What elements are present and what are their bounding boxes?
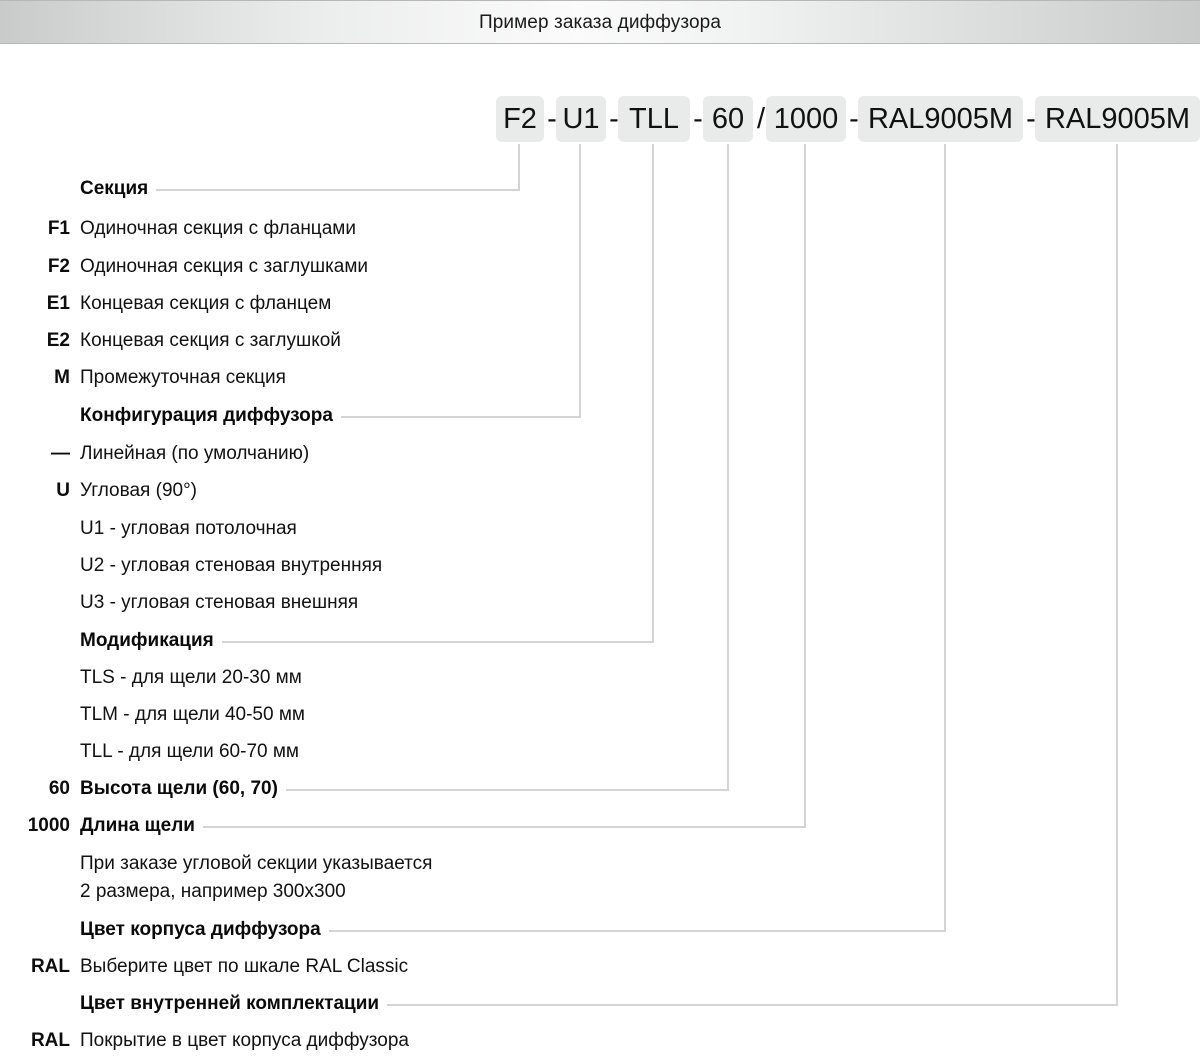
order-code-chip[interactable]: 60 <box>703 96 753 142</box>
legend-row-text: Одиночная секция с фланцами <box>80 218 356 239</box>
legend-row: TLS - для щели 20-30 мм <box>0 663 1200 693</box>
legend-row: U1 - угловая потолочная <box>0 514 1200 544</box>
connector-horizontal <box>387 1004 1117 1006</box>
legend-section-heading: Цвет корпуса диффузора <box>80 919 321 940</box>
legend-row: RAL Покрытие в цвет корпуса диффузора <box>0 1026 1200 1056</box>
order-code-separator: - <box>1026 103 1036 135</box>
connector-horizontal <box>340 416 580 418</box>
order-code-separator: / <box>756 103 766 135</box>
legend-section-heading: Высота щели (60, 70) <box>80 778 278 799</box>
legend-row: E2 Концевая секция с заглушкой <box>0 326 1200 356</box>
legend-row-text: Одиночная секция с заглушками <box>80 256 369 277</box>
legend-section-heading: Конфигурация диффузора <box>80 405 333 426</box>
legend-row-text: TLS - для щели 20-30 мм <box>80 667 302 688</box>
connector-horizontal <box>285 789 728 791</box>
legend-row-code: E2 <box>46 330 70 351</box>
legend-row: Цвет корпуса диффузора <box>0 915 1200 945</box>
legend-row-text: Линейная (по умолчанию) <box>80 443 310 464</box>
order-code-separator: - <box>547 103 557 135</box>
connector-horizontal <box>202 826 805 828</box>
order-code-chip[interactable]: 1000 <box>766 96 846 142</box>
legend-section-heading: Модификация <box>80 630 214 651</box>
page-title: Пример заказа диффузора <box>479 12 721 33</box>
legend-row-code: F1 <box>47 218 70 239</box>
legend-row: U2 - угловая стеновая внутренняя <box>0 551 1200 581</box>
order-code-chip[interactable]: TLL <box>618 96 690 142</box>
order-code-separator: - <box>609 103 619 135</box>
legend-row: U Угловая (90°) <box>0 476 1200 506</box>
legend-row-text: U2 - угловая стеновая внутренняя <box>80 555 383 576</box>
legend-row-code: F2 <box>47 256 70 277</box>
legend-row: Конфигурация диффузора <box>0 401 1200 431</box>
connector-vertical <box>579 144 581 418</box>
order-code-separator: - <box>849 103 859 135</box>
legend-row-text: При заказе угловой секции указывается <box>80 853 433 874</box>
legend-row: RAL Выберите цвет по шкале RAL Classic <box>0 952 1200 982</box>
legend-section-heading: Длина щели <box>80 815 195 836</box>
legend-row-code: U <box>56 480 70 501</box>
legend-row-text: U3 - угловая стеновая внешняя <box>80 592 359 613</box>
legend-row: TLM - для щели 40-50 мм <box>0 700 1200 730</box>
connector-vertical <box>727 144 729 791</box>
legend-row-code: 60 <box>48 778 70 799</box>
legend-row-text: U1 - угловая потолочная <box>80 518 297 539</box>
legend-row-text: Промежуточная секция <box>80 367 286 388</box>
order-code-string: F2 U1 TLL 60 1000 RAL9005M RAL9005M - - - / - - <box>0 96 1200 142</box>
legend-row: Модификация <box>0 626 1200 656</box>
legend-row-code: E1 <box>46 293 70 314</box>
legend-row: E1 Концевая секция с фланцем <box>0 289 1200 319</box>
connector-vertical <box>518 144 520 191</box>
order-code-chip[interactable]: F2 <box>496 96 544 142</box>
legend-row: 1000 Длина щели <box>0 811 1200 841</box>
legend-row-code: — <box>51 443 70 464</box>
header-bar: Пример заказа диффузора <box>0 0 1200 44</box>
legend-section-heading: Секция <box>80 178 149 199</box>
legend-row-code: RAL <box>30 1030 70 1051</box>
connector-horizontal <box>156 189 519 191</box>
legend-row-text: Концевая секция с фланцем <box>80 293 332 314</box>
legend-row: F2 Одиночная секция с заглушками <box>0 252 1200 282</box>
connector-vertical <box>1116 144 1118 1006</box>
order-code-chip[interactable]: RAL9005M <box>858 96 1023 142</box>
order-code-separator: - <box>693 103 703 135</box>
legend-row-code: M <box>54 367 70 388</box>
legend-row-code: RAL <box>30 956 70 977</box>
legend-row-text: Покрытие в цвет корпуса диффузора <box>80 1030 410 1051</box>
legend-row: M Промежуточная секция <box>0 363 1200 393</box>
legend-row-text: TLL - для щели 60-70 мм <box>80 741 299 762</box>
legend-row: U3 - угловая стеновая внешняя <box>0 588 1200 618</box>
legend-row: Секция <box>0 174 1200 204</box>
legend-row: F1 Одиночная секция с фланцами <box>0 214 1200 244</box>
legend-row-text: TLM - для щели 40-50 мм <box>80 704 305 725</box>
legend-row-text: Угловая (90°) <box>80 480 197 501</box>
connector-horizontal <box>328 930 945 932</box>
legend-row-text: 2 размера, например 300х300 <box>80 881 346 902</box>
legend-section-heading: Цвет внутренней комплектации <box>80 993 380 1014</box>
legend-row: При заказе угловой секции указывается <box>0 849 1200 879</box>
legend-row: Цвет внутренней комплектации <box>0 989 1200 1019</box>
legend-row: — Линейная (по умолчанию) <box>0 439 1200 469</box>
legend-row-text: Выберите цвет по шкале RAL Classic <box>80 956 409 977</box>
legend-row: TLL - для щели 60-70 мм <box>0 737 1200 767</box>
legend-row: 60 Высота щели (60, 70) <box>0 774 1200 804</box>
connector-vertical <box>804 144 806 828</box>
order-code-chip[interactable]: U1 <box>556 96 606 142</box>
legend-row: 2 размера, например 300х300 <box>0 877 1200 907</box>
connector-vertical <box>944 144 946 932</box>
connector-horizontal <box>221 641 653 643</box>
connector-vertical <box>652 144 654 643</box>
legend-row-code: 1000 <box>27 815 70 836</box>
order-code-chip[interactable]: RAL9005M <box>1035 96 1200 142</box>
legend-row-text: Концевая секция с заглушкой <box>80 330 341 351</box>
